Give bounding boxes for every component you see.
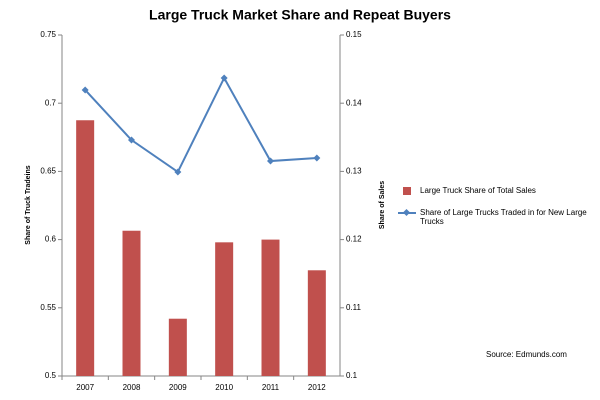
y-tick-label: 0.5: [45, 371, 57, 380]
y2-tick-label: 0.13: [346, 167, 362, 176]
y-tick-label: 0.7: [45, 98, 57, 107]
y-tick-label: 0.65: [40, 167, 56, 176]
x-tick-label: 2010: [215, 383, 233, 392]
y2-axis-title: Share of Sales: [379, 181, 386, 229]
legend: Large Truck Share of Total Sales Share of…: [398, 186, 588, 238]
legend-item: Share of Large Trucks Traded in for New …: [398, 208, 588, 226]
bar: [122, 230, 141, 376]
line-series: [84, 75, 317, 174]
bar: [261, 239, 280, 376]
line-marker: [81, 86, 89, 94]
line-marker: [128, 136, 135, 144]
y-tick-label: 0.75: [40, 30, 56, 39]
bar: [215, 242, 234, 376]
x-tick-label: 2011: [262, 383, 280, 392]
x-tick-label: 2008: [123, 383, 141, 392]
legend-label: Large Truck Share of Total Sales: [420, 186, 536, 195]
y2-tick-label: 0.1: [346, 371, 358, 380]
x-tick-label: 2009: [169, 383, 187, 392]
legend-label: Share of Large Trucks Traded in for New …: [420, 208, 587, 226]
line-marker: [220, 74, 228, 82]
y-tick-label: 0.6: [45, 235, 57, 244]
legend-swatch: [398, 208, 416, 218]
legend-swatch: [398, 186, 416, 196]
x-tick-label: 2012: [308, 383, 326, 392]
y2-tick-label: 0.11: [346, 303, 362, 312]
line-marker: [174, 168, 182, 176]
y-axis-title: Share of Truck Tradeins: [25, 165, 32, 244]
line-marker: [313, 154, 321, 162]
source-note: Source: Edmunds.com: [486, 350, 567, 359]
bar: [307, 270, 326, 376]
x-tick-label: 2007: [76, 383, 94, 392]
chart-title: Large Truck Market Share and Repeat Buye…: [149, 7, 451, 23]
y2-tick-label: 0.15: [346, 30, 362, 39]
y2-tick-label: 0.12: [346, 235, 362, 244]
legend-item: Large Truck Share of Total Sales: [398, 186, 588, 196]
bar: [168, 318, 187, 376]
y-tick-label: 0.55: [40, 303, 56, 312]
line-marker: [267, 157, 274, 165]
y2-tick-label: 0.14: [346, 98, 362, 107]
bar: [76, 120, 95, 376]
